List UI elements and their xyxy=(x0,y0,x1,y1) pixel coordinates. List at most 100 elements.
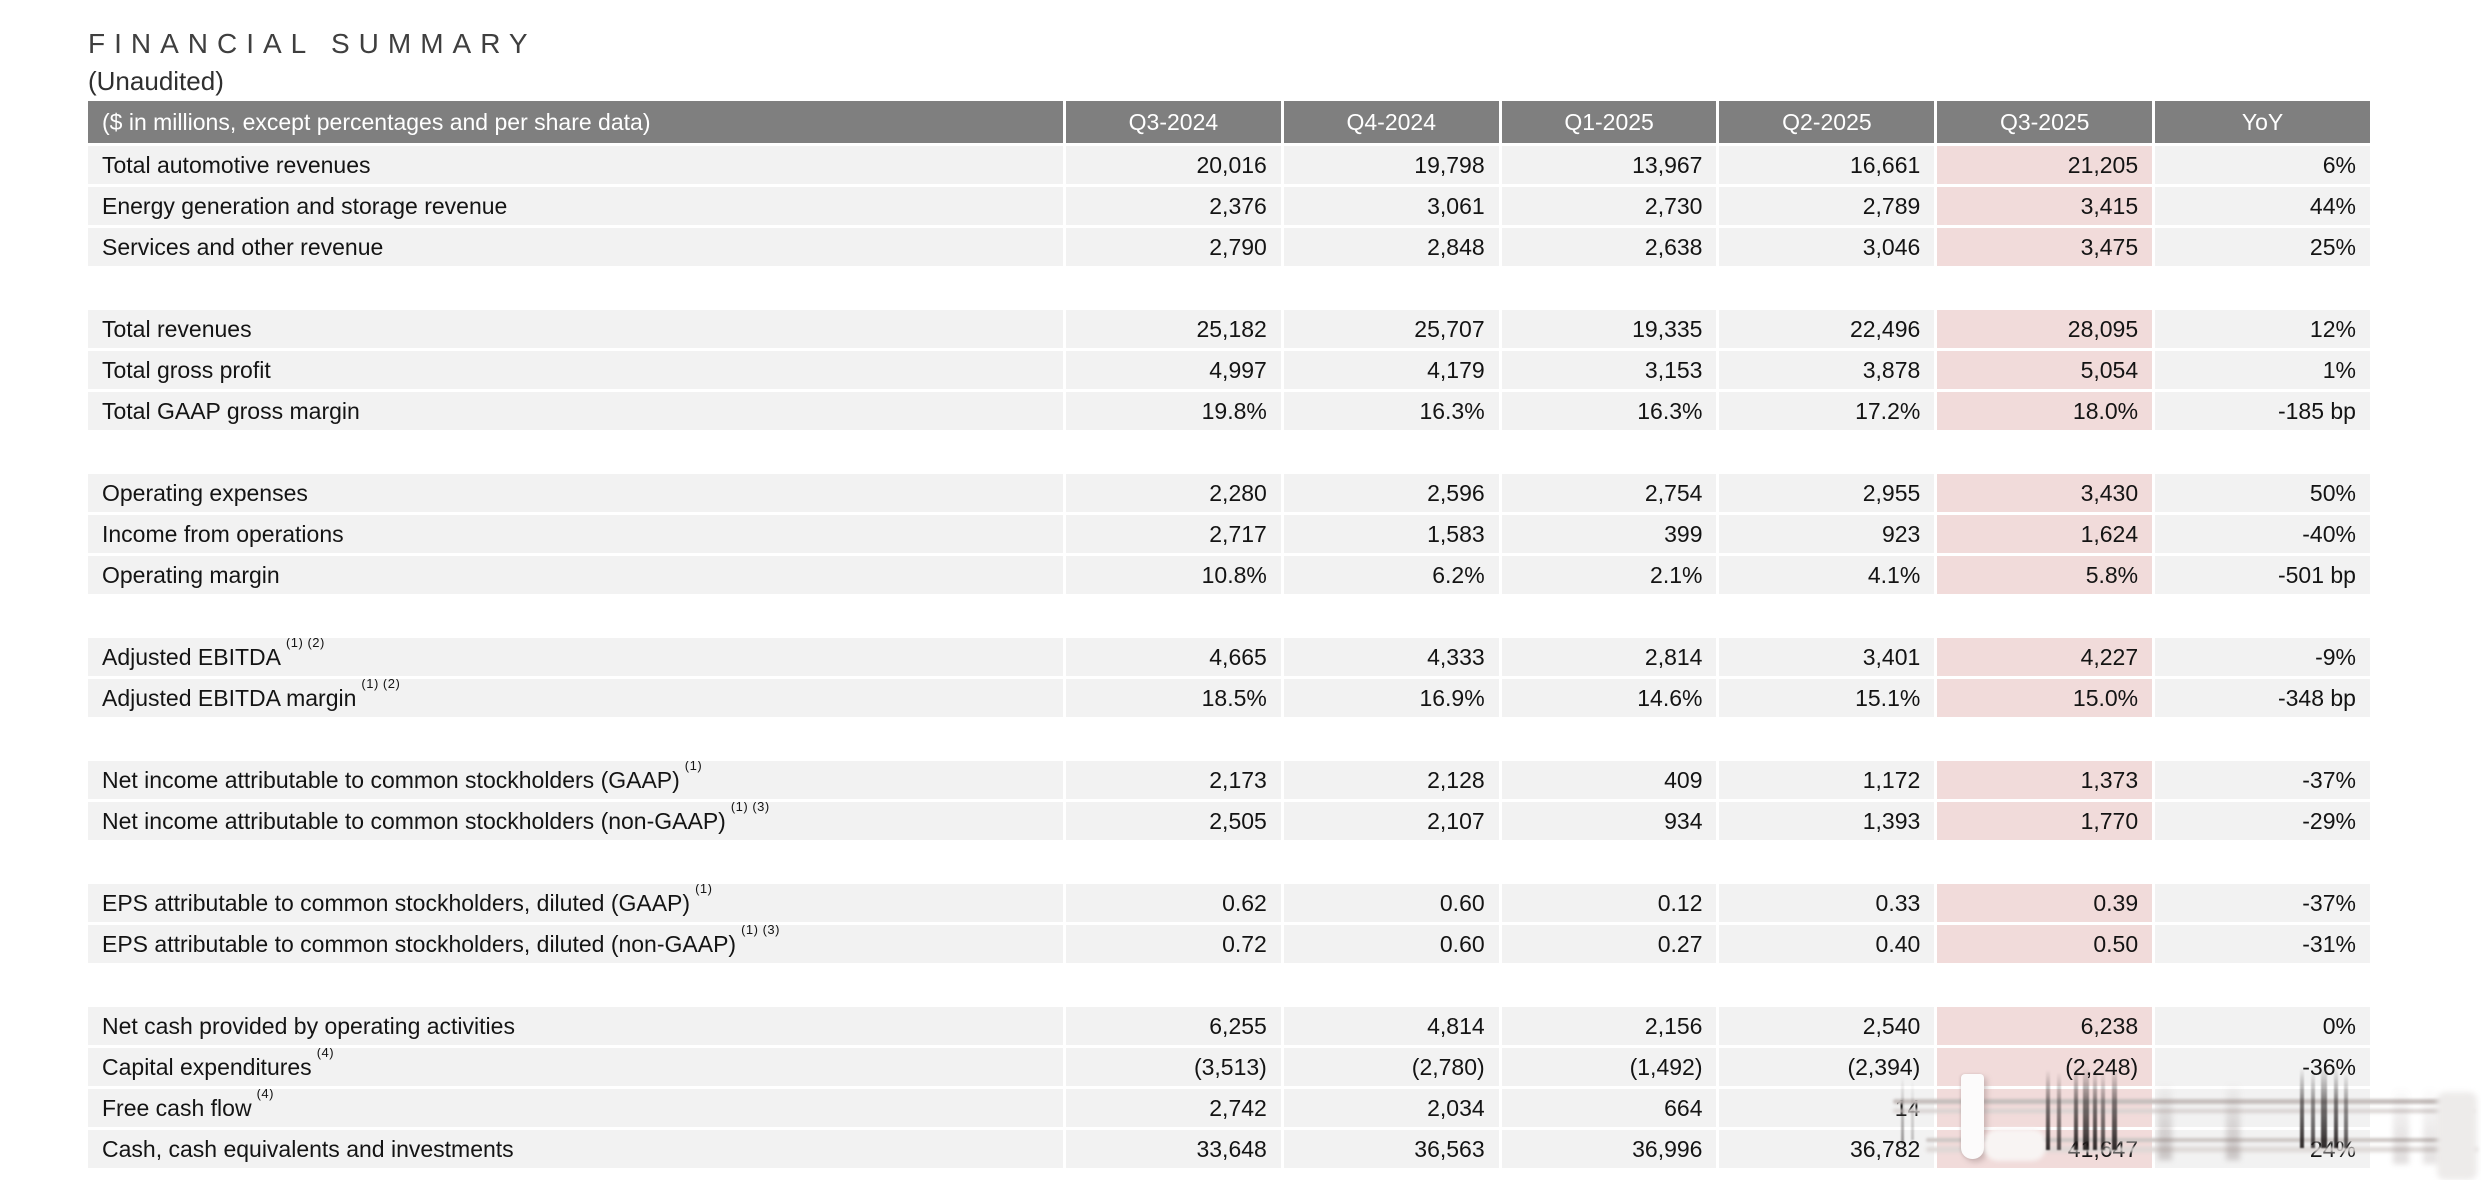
value-cell-q3-2024: 2,717 xyxy=(1063,515,1281,553)
footnote-ref: (1) (2) xyxy=(361,679,401,692)
table-header-q1-2025: Q1-2025 xyxy=(1498,101,1717,143)
table-row: Operating margin 10.8% 6.2% 2.1% 4.1% 5.8% -50… xyxy=(88,556,2370,594)
value-cell-q4-2024: 4,333 xyxy=(1280,638,1499,676)
row-label: Adjusted EBITDA margin(1) (2) xyxy=(88,679,1063,717)
value-cell-q3-2025: 5.8% xyxy=(1934,556,2153,594)
value-cell-q1-2025: 934 xyxy=(1498,802,1717,840)
value-cell-q4-2024: 4,814 xyxy=(1280,1007,1499,1045)
table-row: Adjusted EBITDA margin(1) (2) 18.5% 16.9% 1… xyxy=(88,679,2370,717)
row-label: Total gross profit xyxy=(102,357,271,383)
value-cell-q3-2024: 2,173 xyxy=(1063,761,1281,799)
row-label: Adjusted EBITDA(1) (2) xyxy=(88,638,1063,676)
table-row: Net cash provided by operating activitie… xyxy=(88,1007,2370,1045)
value-cell-q4-2024: 2,848 xyxy=(1280,228,1499,266)
value-cell-q1-2025: 3,153 xyxy=(1498,351,1717,389)
financial-summary-table: ($ in millions, except percentages and p… xyxy=(88,101,2370,1171)
table-header-row: ($ in millions, except percentages and p… xyxy=(88,101,2370,143)
table-row: Income from operations 2,717 1,583 399 923 1,… xyxy=(88,515,2370,553)
table-body: Total automotive revenues 20,016 19,798 13,… xyxy=(88,146,2370,1168)
value-cell-q2-2025: 2,540 xyxy=(1716,1007,1934,1045)
value-cell-yoy: 50% xyxy=(2152,474,2370,512)
value-cell-q3-2025: 28,095 xyxy=(1934,310,2153,348)
value-cell-q3-2025 xyxy=(1934,1089,2153,1127)
value-cell-q1-2025: 36,996 xyxy=(1498,1130,1717,1168)
value-cell-q4-2024: 16.9% xyxy=(1280,679,1499,717)
row-label: Energy generation and storage revenue xyxy=(102,193,508,219)
table-header-q3-2025: Q3-2025 xyxy=(1934,101,2152,143)
table-row: Net income attributable to common stockh… xyxy=(88,802,2370,840)
value-cell-q4-2024: 0.60 xyxy=(1280,884,1499,922)
row-label: EPS attributable to common stockholders,… xyxy=(88,884,1063,922)
value-cell-q2-2025: 0.33 xyxy=(1716,884,1934,922)
value-cell-q2-2025: 36,782 xyxy=(1716,1130,1934,1168)
value-cell-yoy: -29% xyxy=(2152,802,2370,840)
value-cell-q3-2024: 2,376 xyxy=(1063,187,1281,225)
value-cell-q3-2024: 18.5% xyxy=(1063,679,1281,717)
table-row: EPS attributable to common stockholders,… xyxy=(88,884,2370,922)
value-cell-q4-2024: (2,780) xyxy=(1280,1048,1499,1086)
value-cell-yoy: 12% xyxy=(2152,310,2370,348)
value-cell-q3-2025: 15.0% xyxy=(1934,679,2153,717)
value-cell-q1-2025: 2,156 xyxy=(1498,1007,1717,1045)
value-cell-q2-2025: 17.2% xyxy=(1716,392,1934,430)
value-cell-q2-2025: 3,046 xyxy=(1716,228,1934,266)
value-cell-q2-2025: 22,496 xyxy=(1716,310,1934,348)
group-spacer xyxy=(88,843,2370,881)
row-label: Net cash provided by operating activitie… xyxy=(102,1013,515,1039)
table-row: Operating expenses 2,280 2,596 2,754 2,955 3,… xyxy=(88,474,2370,512)
table-row: Cash, cash equivalents and investments 33… xyxy=(88,1130,2370,1168)
glitch-smear-blob xyxy=(2437,1092,2477,1180)
value-cell-q2-2025: (2,394) xyxy=(1716,1048,1934,1086)
value-cell-q1-2025: 13,967 xyxy=(1498,146,1717,184)
value-cell-yoy: 24% xyxy=(2152,1130,2370,1168)
page-subtitle: (Unaudited) xyxy=(88,66,224,96)
table-row: Capital expenditures(4) (3,513) (2,780) (1,… xyxy=(88,1048,2370,1086)
value-cell-q3-2025: 1,624 xyxy=(1934,515,2153,553)
table-row: Total GAAP gross margin 19.8% 16.3% 16.3% 17… xyxy=(88,392,2370,430)
value-cell-q4-2024: 19,798 xyxy=(1280,146,1499,184)
value-cell-q3-2025: 1,770 xyxy=(1934,802,2153,840)
value-cell-q3-2024: 0.62 xyxy=(1063,884,1281,922)
value-cell-q2-2025: 923 xyxy=(1716,515,1934,553)
value-cell-q3-2025: 41,647 xyxy=(1934,1130,2153,1168)
row-label: Total automotive revenues xyxy=(102,152,371,178)
value-cell-yoy: -501 bp xyxy=(2152,556,2370,594)
table-row: Energy generation and storage revenue 2,3… xyxy=(88,187,2370,225)
row-label: Operating margin xyxy=(102,562,280,588)
table-header-q4-2024: Q4-2024 xyxy=(1280,101,1499,143)
glitch-band xyxy=(2423,1086,2437,1164)
value-cell-yoy: -37% xyxy=(2152,761,2370,799)
row-label: EPS attributable to common stockholders,… xyxy=(88,925,1063,963)
value-cell-q3-2025: 18.0% xyxy=(1934,392,2153,430)
value-cell-q2-2025: 16,661 xyxy=(1716,146,1934,184)
value-cell-q3-2025: 21,205 xyxy=(1934,146,2153,184)
value-cell-q3-2024: 4,665 xyxy=(1063,638,1281,676)
value-cell-yoy: -40% xyxy=(2152,515,2370,553)
value-cell-q3-2025: 4,227 xyxy=(1934,638,2153,676)
group-spacer xyxy=(88,966,2370,1004)
value-cell-q3-2024: 2,742 xyxy=(1063,1089,1281,1127)
value-cell-q2-2025: 2,955 xyxy=(1716,474,1934,512)
table-header-q2-2025: Q2-2025 xyxy=(1716,101,1934,143)
value-cell-q3-2025: 6,238 xyxy=(1934,1007,2153,1045)
value-cell-yoy: 25% xyxy=(2152,228,2370,266)
value-cell-q2-2025: 3,878 xyxy=(1716,351,1934,389)
row-label: Operating expenses xyxy=(102,480,308,506)
value-cell-q3-2024: 0.72 xyxy=(1063,925,1281,963)
row-label: Cash, cash equivalents and investments xyxy=(102,1136,514,1162)
value-cell-q3-2024: 20,016 xyxy=(1063,146,1281,184)
value-cell-q3-2024: 4,997 xyxy=(1063,351,1281,389)
group-spacer xyxy=(88,597,2370,635)
value-cell-q2-2025: 3,401 xyxy=(1716,638,1934,676)
table-row: Total gross profit 4,997 4,179 3,153 3,878 5,… xyxy=(88,351,2370,389)
value-cell-q1-2025: 19,335 xyxy=(1498,310,1717,348)
footnote-ref: (1) (2) xyxy=(285,638,325,651)
table-row: Adjusted EBITDA(1) (2) 4,665 4,333 2,814 3,4… xyxy=(88,638,2370,676)
value-cell-q3-2025: 0.39 xyxy=(1934,884,2153,922)
value-cell-q4-2024: 2,128 xyxy=(1280,761,1499,799)
value-cell-q2-2025: 1,172 xyxy=(1716,761,1934,799)
glitch-band xyxy=(2393,1086,2409,1164)
table-row: Total automotive revenues 20,016 19,798 13,… xyxy=(88,146,2370,184)
table-header-q3-2024: Q3-2024 xyxy=(1063,101,1281,143)
